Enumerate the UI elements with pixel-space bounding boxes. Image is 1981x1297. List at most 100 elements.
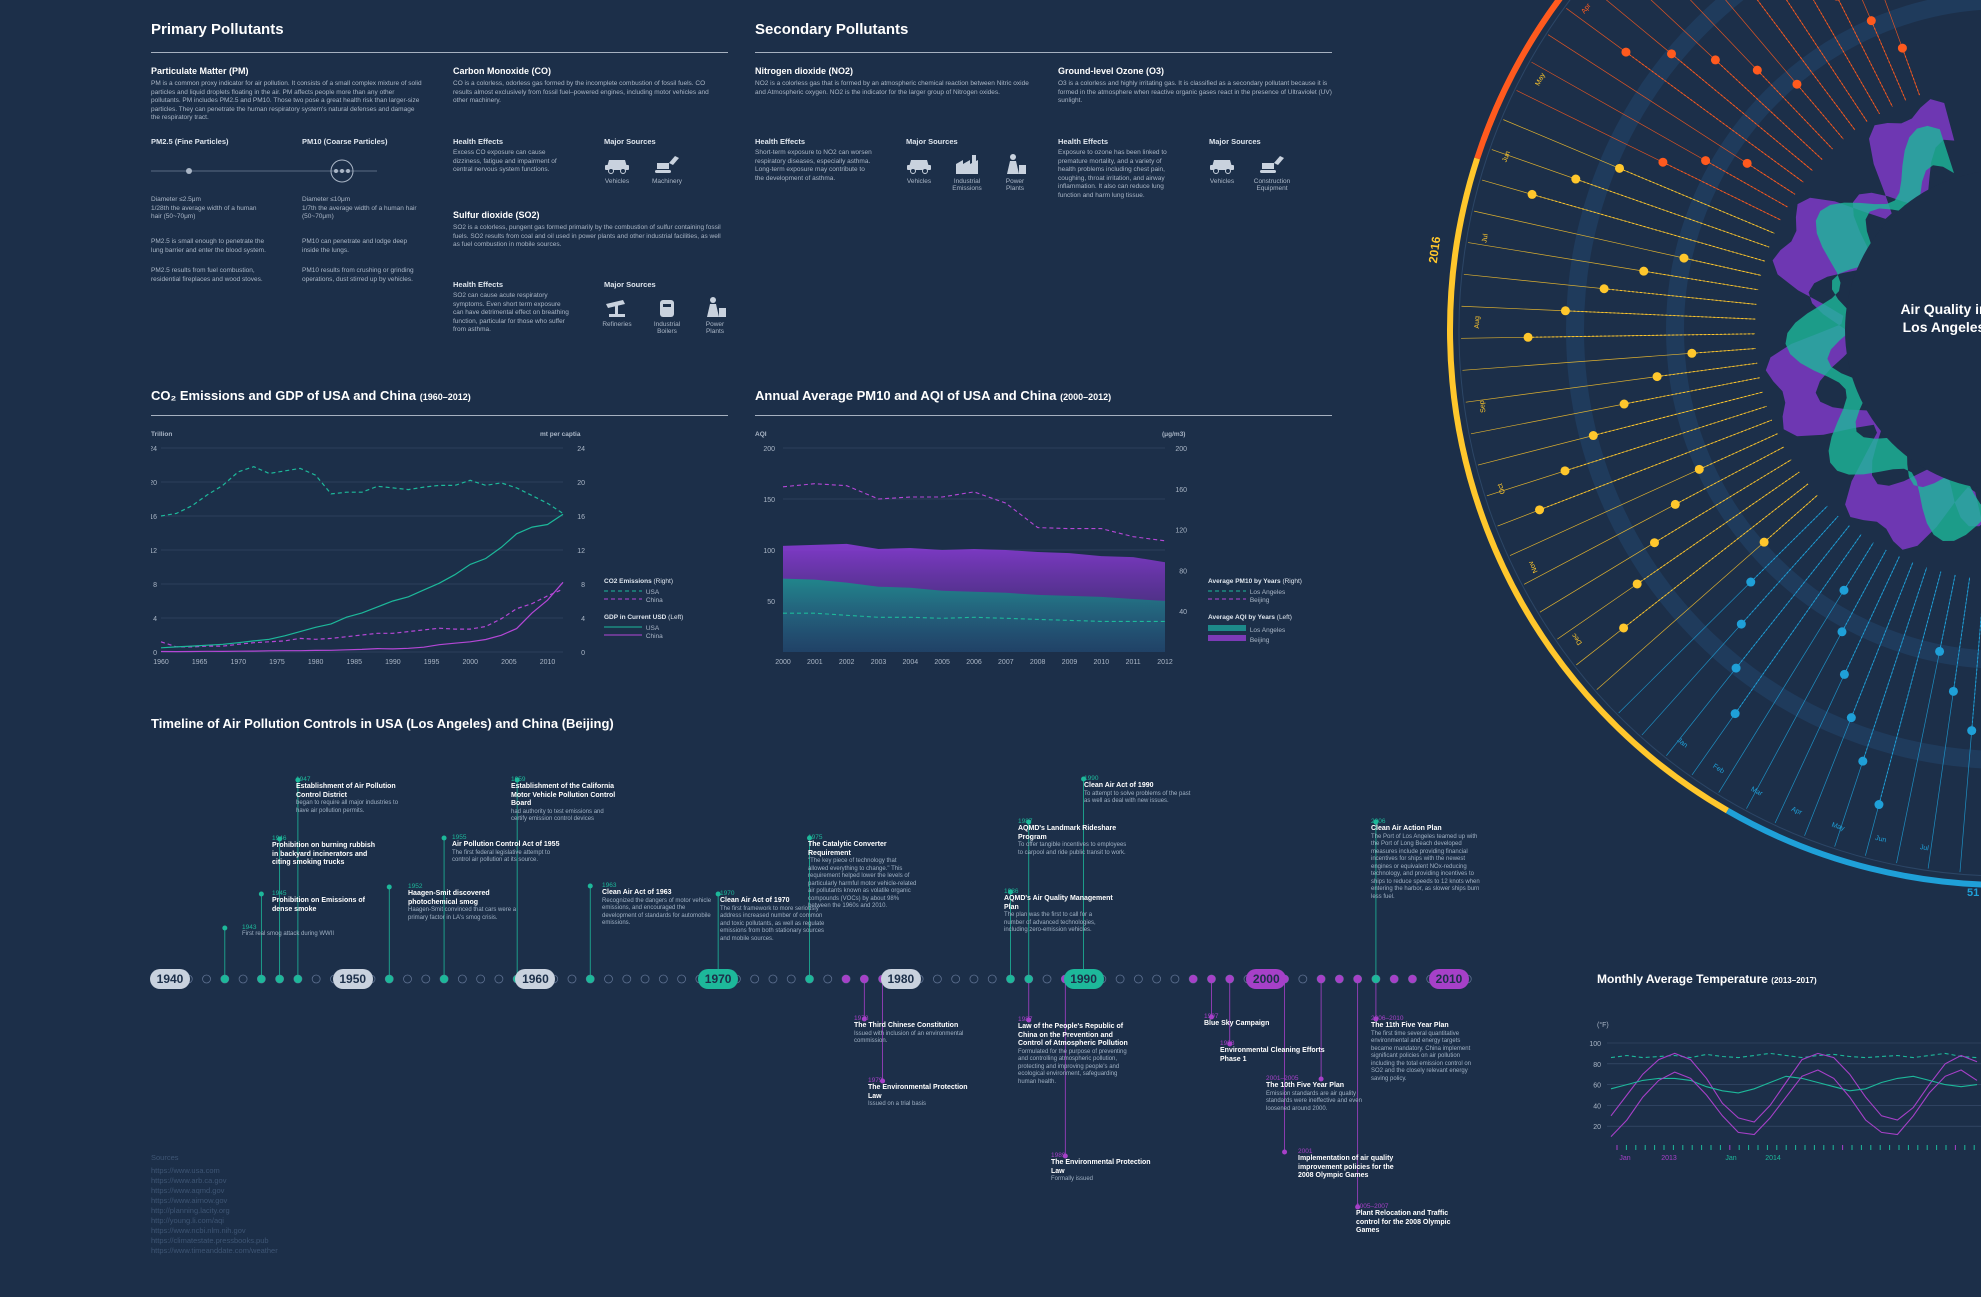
x-tick: 1985 — [346, 659, 362, 666]
source-link[interactable]: http://young.li.com/aqi — [151, 1216, 224, 1225]
event-description: To attempt to solve problems of the past… — [1084, 790, 1191, 805]
source-label: Power Plants — [705, 321, 725, 335]
x-tick: 2012 — [1157, 659, 1173, 666]
legend-gdp-note: (Left) — [668, 614, 684, 621]
pollutant-blob-teal — [1785, 125, 1981, 541]
event-description: The first federal legislative attempt to… — [452, 849, 551, 864]
o3-title: Ground-level Ozone (O3) — [1058, 66, 1165, 76]
aqi-dot — [1935, 646, 1945, 656]
aqi-indicator-line — [1843, 556, 1900, 675]
x-label: Jan — [1725, 1155, 1736, 1162]
event-marker — [1282, 1149, 1288, 1155]
event-description: Emission standards are air quality stand… — [1266, 1090, 1362, 1112]
event-year: 1998 — [1220, 1040, 1235, 1047]
temperature-chart: (°F) 20 40 60 80 100 Jan 2013 Jan 2014 — [1589, 1021, 1981, 1162]
radial-spoke — [1516, 90, 1781, 221]
event-year: 1946 — [272, 835, 287, 842]
month-label: Nov — [1527, 559, 1539, 574]
y-tick-left: 200 — [763, 446, 775, 453]
pm-chart-title-text: Annual Average PM10 and AQI of USA and C… — [755, 388, 1057, 403]
timeline-event: 1943 First real smog attack during WWII — [242, 924, 352, 939]
pm-block: Particulate Matter (PM) PM is a common p… — [151, 66, 425, 123]
so2-text: SO2 is a colorless, pungent gas formed p… — [453, 224, 721, 248]
aqi-dot — [1527, 189, 1537, 199]
aqi-dot — [1599, 284, 1609, 294]
source-link[interactable]: https://www.ncbi.nlm.nih.gov — [151, 1226, 246, 1235]
year-dot — [933, 974, 942, 984]
timeline-event: 1979 The Environmental Protection Law Issu… — [868, 1077, 978, 1109]
source-industrial-boilers: Industrial Boilers — [650, 296, 684, 335]
month-label: May — [1831, 822, 1846, 833]
month-label: May — [1534, 72, 1547, 87]
aqi-dot — [1619, 623, 1629, 633]
radial-center — [1845, 171, 1981, 489]
timeline-event: 1987 AQMD's Landmark Rideshare Program To … — [1018, 818, 1128, 857]
timeline-event: 1947 Establishment of Air Pollution Contr… — [296, 776, 406, 815]
source-link[interactable]: https://www.timeanddate.com/weather — [151, 1246, 278, 1255]
legend-aqi-note: (Left) — [1276, 614, 1292, 621]
event-marker — [277, 836, 283, 842]
aqi-dot — [1639, 266, 1649, 276]
aqi-dot — [1866, 16, 1876, 26]
source-link[interactable]: https://www.aqmd.gov — [151, 1186, 225, 1195]
x-tick: 1995 — [424, 659, 440, 666]
usa-year-dot — [1371, 975, 1380, 983]
aqi-dot — [1731, 663, 1741, 673]
timeline-event: 1970 Clean Air Act of 1970 The first frame… — [720, 890, 830, 943]
legend-co2-note: (Right) — [653, 578, 674, 585]
month-label: Aug — [1474, 316, 1481, 329]
source-link[interactable]: https://climatestate.pressbooks.pub — [151, 1236, 269, 1245]
x-tick: 2011 — [1126, 659, 1141, 666]
aqi-dot — [1874, 800, 1884, 810]
aqi-dot — [1658, 157, 1668, 167]
source-link[interactable]: https://www.usa.com — [151, 1166, 220, 1175]
event-marker — [1373, 1016, 1379, 1022]
boiler-icon — [660, 300, 674, 317]
aqi-dot — [1632, 579, 1642, 589]
year-dot — [202, 974, 211, 984]
pm25-particle-icon — [186, 168, 192, 174]
event-title: The 11th Five Year Plan — [1371, 1022, 1449, 1029]
divider — [755, 415, 1332, 416]
aqi-dot — [1897, 43, 1907, 53]
timeline-event: 2006 Clean Air Action Plan The Port of Los… — [1371, 818, 1481, 901]
aqi-indicator-line — [1740, 515, 1839, 625]
radial-spoke — [1465, 362, 1758, 403]
aqi-indicator-line — [1715, 59, 1823, 160]
timeline-event: 2001–2005 The 10th Five Year Plan Emission… — [1266, 1075, 1376, 1113]
so2-title: Sulfur dioxide (SO2) — [453, 210, 540, 220]
decade-label-1950: 1950 — [332, 969, 373, 989]
aqi-dot — [1837, 627, 1847, 637]
legend-row: Los Angeles — [1208, 588, 1332, 596]
aqi-indicator-line — [1841, 549, 1887, 633]
year-dot — [457, 974, 467, 984]
aqi-indicator-line — [1657, 362, 1758, 378]
year-dot — [494, 974, 504, 984]
source-link[interactable]: https://www.arb.ca.gov — [151, 1176, 227, 1185]
source-label: Industrial Emissions — [952, 178, 982, 192]
radial-spoke — [1838, 0, 1893, 107]
month-label: Jan — [1675, 737, 1688, 750]
divider — [151, 52, 728, 53]
aqi-dot — [1649, 538, 1659, 548]
timeline-event: 1987 Law of the People's Republic of Chin… — [1018, 1016, 1128, 1086]
decade-label-2000: 2000 — [1246, 969, 1287, 989]
event-year: 1990 — [1084, 775, 1099, 782]
source-link[interactable]: https://www.airnow.gov — [151, 1196, 228, 1205]
source-link[interactable]: http://planning.lacity.org — [151, 1206, 230, 1215]
source-power-plants: Power Plants — [998, 153, 1032, 192]
x-tick: 1980 — [308, 659, 324, 666]
event-title: The Third Chinese Constitution — [854, 1022, 959, 1029]
source-vehicles: Vehicles — [902, 153, 936, 185]
timeline-event: 2005–2007 Plant Relocation and Traffic co… — [1356, 1203, 1466, 1236]
legend-pm-heading: Average PM10 by Years (Right) — [1208, 578, 1332, 585]
year-dot — [476, 974, 486, 984]
event-marker — [1208, 1014, 1214, 1020]
event-description: Issued with inclusion of an environmenta… — [854, 1030, 964, 1045]
car-icon — [1210, 160, 1234, 174]
aqi-indicator-line — [1746, 162, 1796, 195]
year-label: 2016 — [1426, 235, 1444, 264]
no2-title: Nitrogen dioxide (NO2) — [755, 66, 854, 76]
source-construction: Construction Equipment — [1250, 153, 1294, 192]
o3-sources-heading: Major Sources — [1209, 137, 1261, 146]
